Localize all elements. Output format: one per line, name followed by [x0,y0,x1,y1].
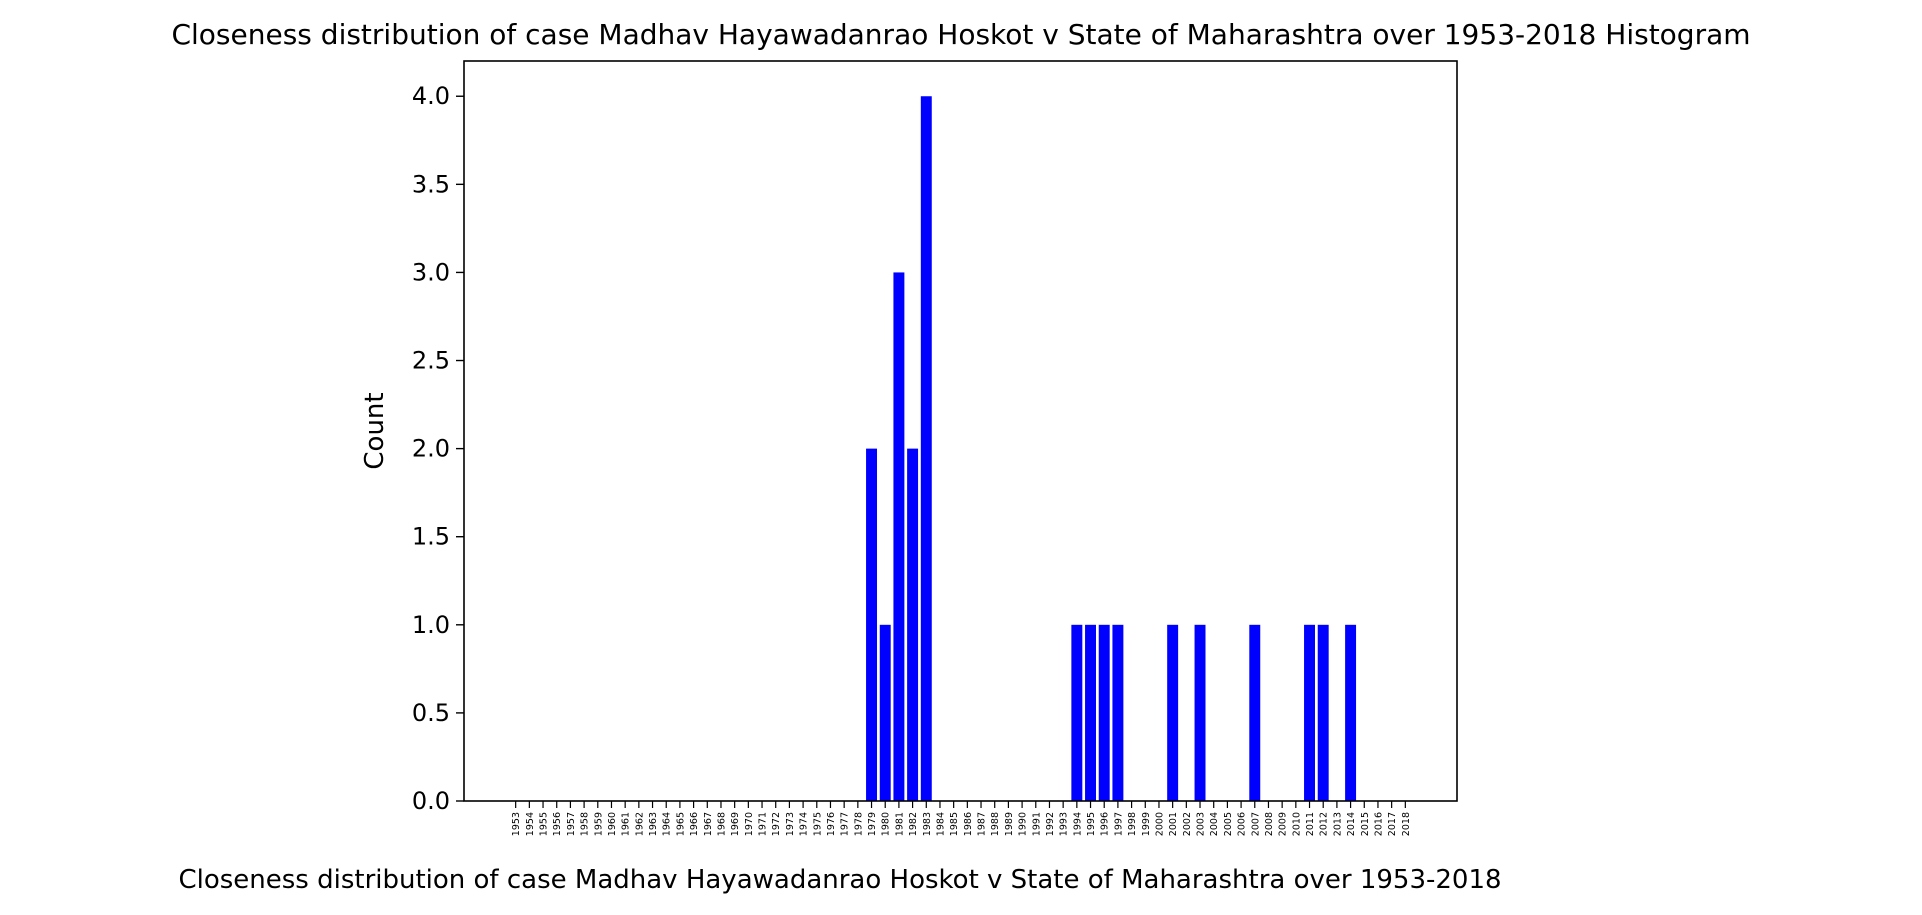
bar-1980 [879,624,891,801]
x-tick-label: 1986 [963,812,974,836]
x-tick-label: 2017 [1387,812,1398,836]
bar-2011 [1304,624,1315,801]
x-tick-label: 1980 [881,812,892,836]
x-tick-label: 2007 [1250,812,1261,836]
x-tick-label: 2018 [1401,812,1412,836]
x-tick-label: 2016 [1373,812,1384,836]
x-tick-label: 2001 [1168,812,1179,836]
x-tick-label: 1972 [771,812,782,836]
x-tick-label: 1995 [1086,812,1097,836]
x-tick-label: 2005 [1223,812,1234,836]
y-axis: 0.0 0.5 1.0 1.5 2.0 2.5 3.0 3.5 4.0 [412,82,464,815]
x-tick-label: 1974 [799,812,810,836]
x-tick-label: 1978 [853,812,864,836]
bar-2014 [1345,624,1357,801]
x-tick-label: 2009 [1278,812,1289,836]
x-tick-label: 2015 [1360,812,1371,836]
x-tick-label: 1989 [1004,812,1015,836]
x-tick-label: 1981 [894,812,905,836]
x-tick-label: 1983 [922,812,933,836]
x-tick-label: 1985 [949,812,960,836]
bar-1981 [893,272,905,801]
x-tick-label: 1997 [1113,812,1124,836]
x-tick-label: 1999 [1141,812,1152,836]
x-tick-label: 1982 [908,812,919,836]
x-tick-label: 2014 [1346,812,1357,836]
y-tick-label: 3.0 [412,258,450,286]
x-tick-label: 2003 [1196,812,1207,836]
x-tick-label: 1970 [744,812,755,836]
x-tick-label: 1975 [812,812,823,836]
y-tick-label: 1.0 [412,611,450,639]
x-tick-label: 1967 [703,812,714,836]
x-tick-label: 2011 [1305,812,1316,836]
x-tick-label: 1968 [716,812,727,836]
y-tick-label: 2.0 [412,435,450,463]
x-tick-label: 2000 [1154,812,1165,836]
x-tick-label: 1960 [607,812,618,836]
x-tick-label: 2012 [1319,812,1330,836]
chart-title: Closeness distribution of case Madhav Ha… [171,18,1750,51]
x-axis: 1953 1954 1955 1956 1957 1958 1959 1960 1961 1962… [511,801,1412,836]
x-tick-label: 1994 [1072,812,1083,836]
bar-2007 [1249,624,1261,801]
x-tick-label: 1955 [539,812,550,836]
bar-1996 [1098,624,1110,801]
x-tick-label: 1992 [1045,812,1056,836]
bar-1997 [1112,624,1124,801]
y-tick-label: 0.5 [412,699,450,727]
bar-1982 [907,448,919,801]
x-axis-label: Closeness distribution of case Madhav Ha… [178,865,1501,895]
bar-1995 [1085,624,1096,801]
x-tick-label: 1964 [662,812,673,836]
x-tick-label: 2008 [1264,812,1275,836]
x-tick-label: 2006 [1237,812,1248,836]
x-tick-label: 1953 [511,812,522,836]
x-tick-label: 1963 [648,812,659,836]
x-tick-label: 1973 [785,812,796,836]
bars-layer [866,96,1357,802]
bar-2001 [1167,624,1179,801]
x-tick-label: 1988 [990,812,1001,836]
x-tick-label: 2002 [1182,812,1193,836]
x-tick-label: 1984 [935,812,946,836]
x-tick-label: 1996 [1100,812,1111,836]
x-tick-label: 1961 [621,812,632,836]
x-tick-label: 2010 [1291,812,1302,836]
bar-1983 [920,96,932,802]
x-tick-label: 1958 [580,812,591,836]
x-tick-label: 2004 [1209,812,1220,836]
y-tick-label: 1.5 [412,523,450,551]
x-tick-label: 1993 [1059,812,1070,836]
bar-1994 [1071,624,1083,801]
x-tick-label: 2013 [1332,812,1343,836]
x-tick-label: 1959 [593,812,604,836]
x-tick-label: 1987 [977,812,988,836]
bar-2003 [1194,624,1206,801]
x-tick-label: 1971 [758,812,769,836]
bar-2012 [1317,624,1329,801]
y-tick-label: 4.0 [412,82,450,110]
x-tick-label: 1957 [566,812,577,836]
x-tick-label: 1969 [730,812,741,836]
x-tick-label: 1966 [689,812,700,836]
x-tick-label: 1979 [867,812,878,836]
x-tick-label: 1991 [1031,812,1042,836]
y-axis-label: Count [360,392,390,469]
y-tick-label: 3.5 [412,170,450,198]
bar-1979 [866,448,878,801]
x-tick-label: 1962 [634,812,645,836]
y-tick-label: 2.5 [412,347,450,375]
y-tick-label: 0.0 [412,787,450,815]
x-tick-label: 1998 [1127,812,1138,836]
x-tick-label: 1965 [675,812,686,836]
x-tick-label: 1956 [552,812,563,836]
x-tick-label: 1977 [840,812,851,836]
x-tick-label: 1976 [826,812,837,836]
x-tick-label: 1954 [525,812,536,836]
plot-frame [463,60,1458,802]
x-tick-label: 1990 [1018,812,1029,836]
